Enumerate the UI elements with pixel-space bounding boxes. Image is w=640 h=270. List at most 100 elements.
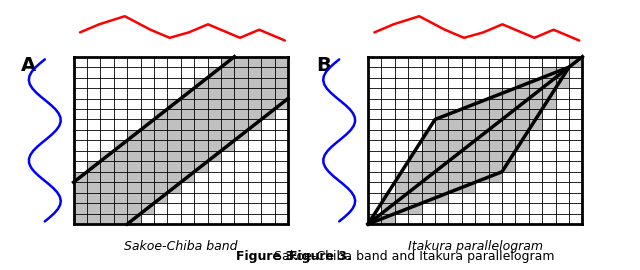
Bar: [275, 67, 288, 78]
Bar: [181, 88, 194, 99]
Bar: [248, 57, 261, 67]
Bar: [422, 161, 435, 172]
Bar: [221, 109, 234, 119]
Bar: [435, 193, 449, 203]
Bar: [207, 109, 221, 119]
Bar: [181, 172, 194, 182]
Bar: [234, 130, 248, 140]
Bar: [234, 88, 248, 99]
Bar: [127, 140, 141, 151]
Bar: [100, 161, 114, 172]
Bar: [475, 172, 488, 182]
Bar: [234, 109, 248, 119]
Bar: [168, 172, 181, 182]
Bar: [435, 140, 449, 151]
Bar: [542, 99, 556, 109]
Bar: [502, 109, 515, 119]
Bar: [502, 151, 515, 161]
Bar: [275, 99, 288, 109]
Bar: [181, 109, 194, 119]
Bar: [475, 151, 488, 161]
Bar: [381, 193, 395, 203]
Bar: [408, 182, 422, 193]
Bar: [100, 182, 114, 193]
Bar: [502, 120, 515, 130]
Bar: [74, 193, 87, 203]
Bar: [100, 193, 114, 203]
Bar: [248, 109, 261, 119]
Bar: [529, 88, 542, 99]
Bar: [141, 120, 154, 130]
Bar: [207, 78, 221, 88]
Bar: [194, 151, 207, 161]
Bar: [207, 151, 221, 161]
Bar: [422, 140, 435, 151]
Bar: [100, 172, 114, 182]
Bar: [569, 57, 582, 67]
Bar: [194, 140, 207, 151]
Bar: [435, 172, 449, 182]
Bar: [475, 161, 488, 172]
Bar: [395, 193, 408, 203]
Bar: [462, 151, 476, 161]
Bar: [408, 193, 422, 203]
Text: Sakoe-Chiba band and Itakura parallelogram: Sakoe-Chiba band and Itakura parallelogr…: [270, 250, 555, 263]
Text: Itakura parallelogram: Itakura parallelogram: [408, 240, 543, 253]
Bar: [100, 214, 114, 224]
Bar: [154, 161, 168, 172]
Bar: [408, 203, 422, 214]
Bar: [141, 193, 154, 203]
Bar: [127, 130, 141, 140]
Bar: [181, 151, 194, 161]
Bar: [74, 182, 87, 193]
Bar: [154, 172, 168, 182]
Bar: [556, 67, 569, 78]
Bar: [168, 130, 181, 140]
Bar: [408, 172, 422, 182]
Text: Figure 3.: Figure 3.: [289, 250, 351, 263]
Bar: [515, 109, 529, 119]
Bar: [168, 140, 181, 151]
Bar: [207, 120, 221, 130]
Bar: [100, 151, 114, 161]
Bar: [114, 161, 127, 172]
Bar: [154, 109, 168, 119]
Bar: [127, 172, 141, 182]
Bar: [221, 99, 234, 109]
Bar: [542, 67, 556, 78]
Bar: [395, 182, 408, 193]
Bar: [114, 172, 127, 182]
Bar: [488, 99, 502, 109]
Bar: [462, 140, 476, 151]
Bar: [141, 172, 154, 182]
Bar: [141, 140, 154, 151]
Bar: [502, 140, 515, 151]
Bar: [248, 78, 261, 88]
Bar: [87, 172, 100, 182]
Bar: [542, 88, 556, 99]
Bar: [141, 161, 154, 172]
Bar: [114, 140, 127, 151]
Bar: [449, 151, 462, 161]
Bar: [207, 140, 221, 151]
Bar: [154, 120, 168, 130]
Bar: [529, 120, 542, 130]
Bar: [194, 120, 207, 130]
Bar: [221, 140, 234, 151]
Bar: [502, 88, 515, 99]
Bar: [529, 109, 542, 119]
Bar: [194, 109, 207, 119]
Bar: [181, 130, 194, 140]
Bar: [542, 78, 556, 88]
Bar: [234, 67, 248, 78]
Text: Figure 3. Sakoe-Chiba band and Itakura parallelogram: Figure 3. Sakoe-Chiba band and Itakura p…: [150, 250, 490, 263]
Bar: [488, 172, 502, 182]
Bar: [488, 130, 502, 140]
Bar: [275, 88, 288, 99]
Bar: [168, 161, 181, 172]
Bar: [74, 214, 87, 224]
Bar: [261, 99, 275, 109]
Bar: [462, 182, 476, 193]
Bar: [114, 203, 127, 214]
Bar: [141, 151, 154, 161]
